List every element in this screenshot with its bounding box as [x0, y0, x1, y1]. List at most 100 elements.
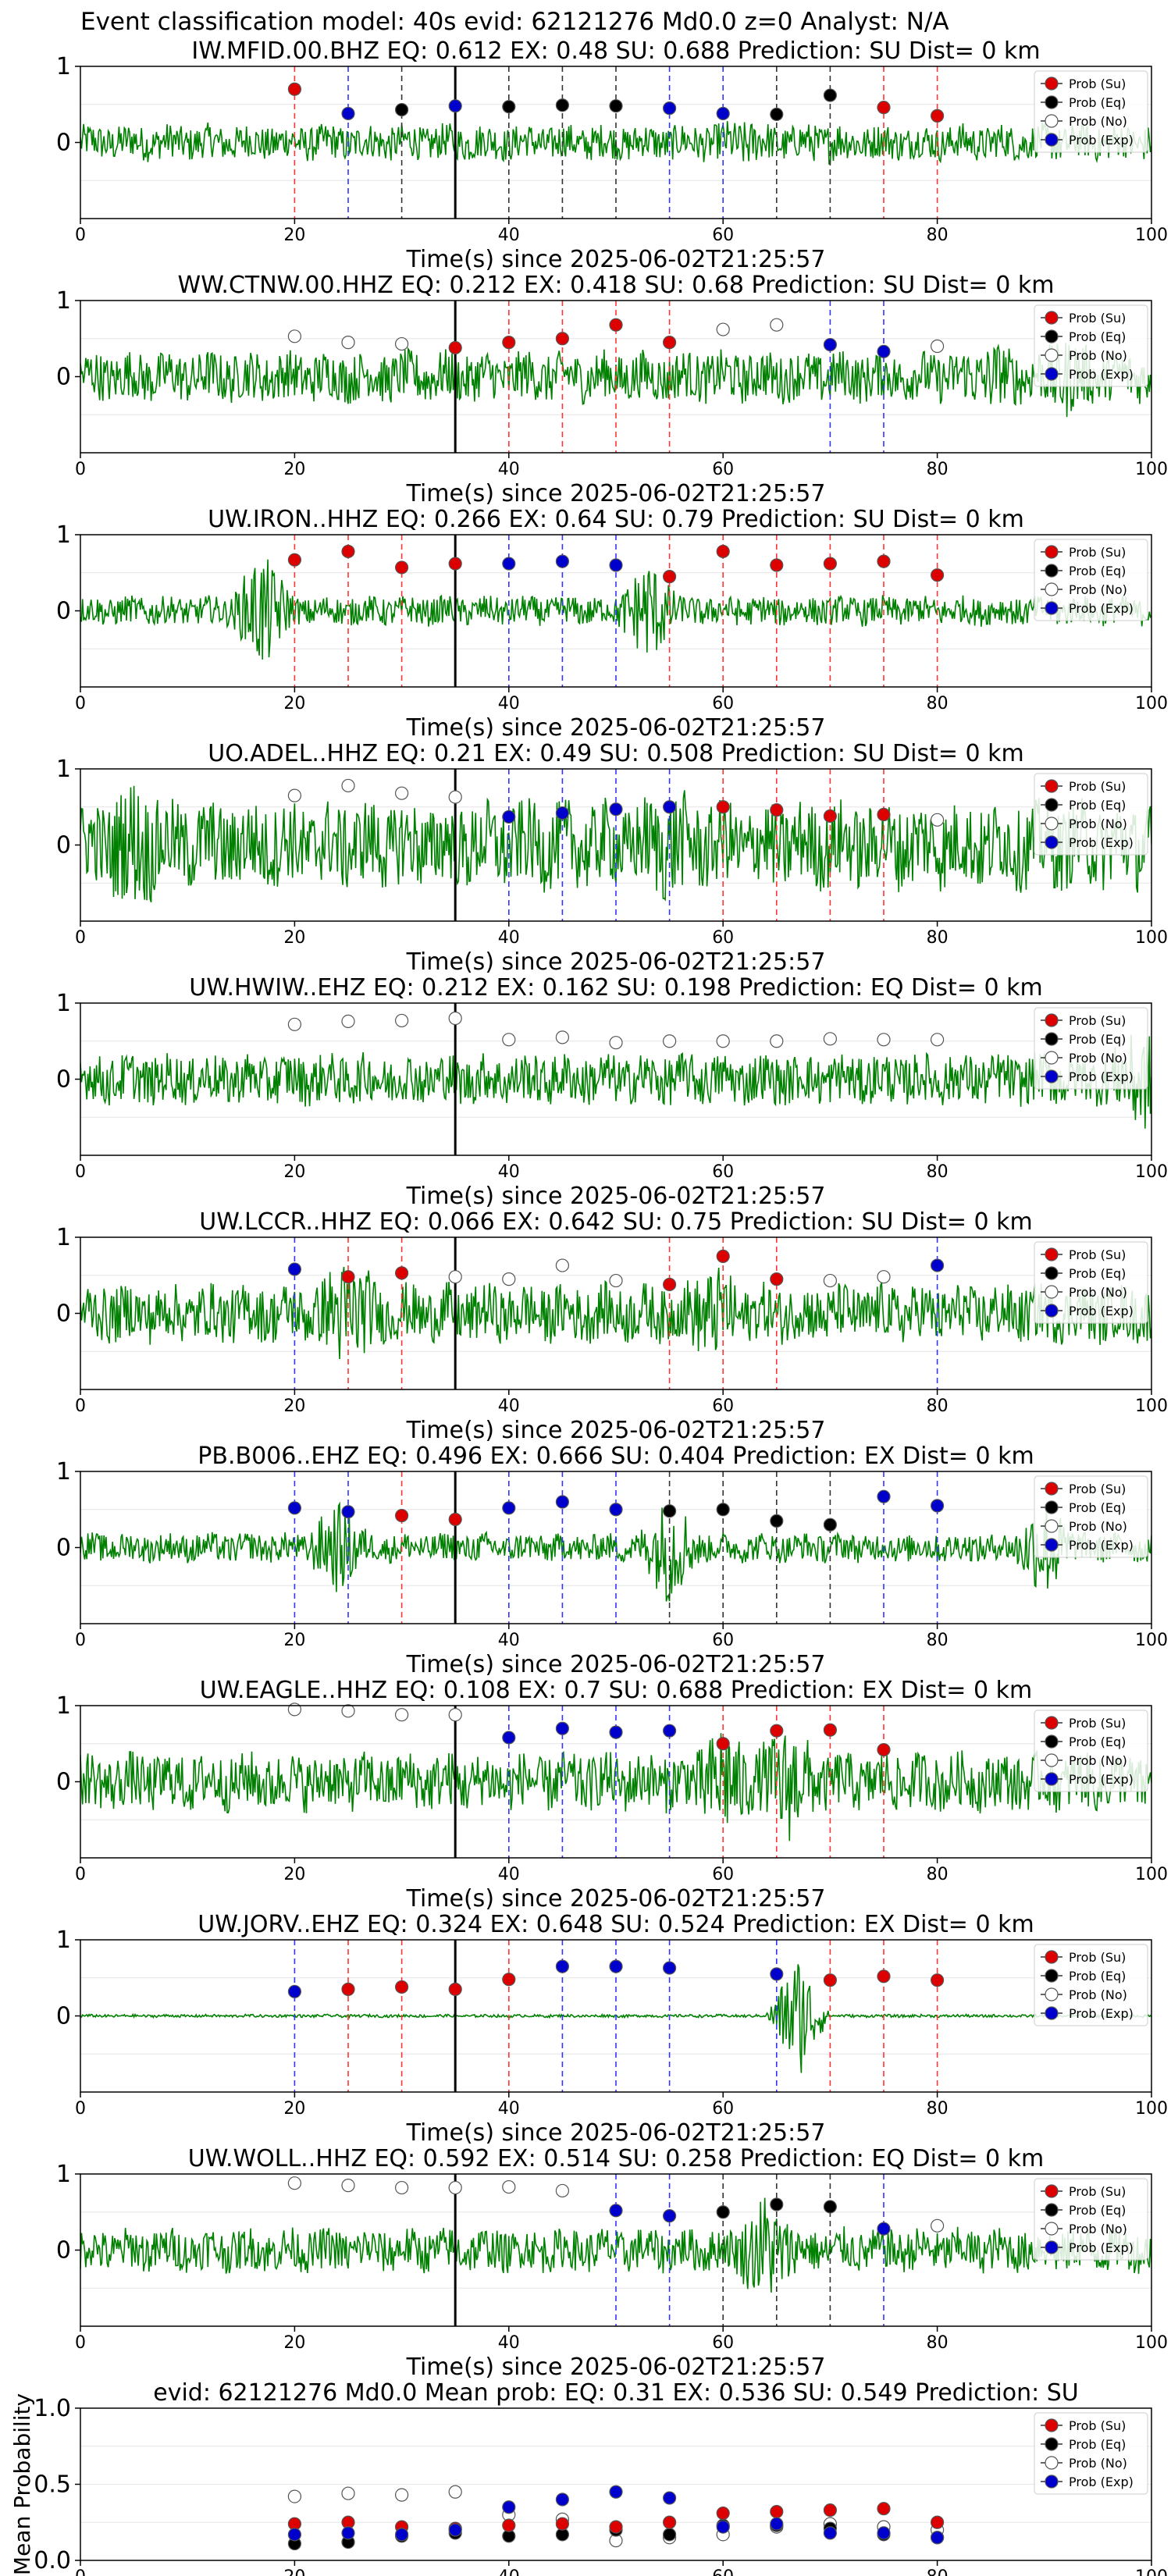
- legend-marker-eq: [1045, 1032, 1059, 1046]
- legend-marker-no: [1045, 817, 1059, 831]
- prob-point-exp: [662, 1961, 677, 1975]
- prob-point-exp: [930, 1499, 945, 1513]
- legend-box: [1034, 773, 1148, 856]
- prob-point-su: [394, 1508, 409, 1523]
- prob-point-no: [287, 1703, 301, 1717]
- prob-point-no: [555, 1258, 570, 1272]
- x-tick-label: 0: [75, 2099, 86, 2119]
- prob-point-no: [341, 1704, 355, 1718]
- prob-point-exp: [287, 1501, 301, 1515]
- x-tick-label: 40: [498, 1865, 520, 1884]
- legend-marker-su: [1045, 1247, 1059, 1261]
- prob-point-su: [823, 1973, 838, 1987]
- legend-label-su: Prob (Su): [1069, 1013, 1126, 1028]
- legend-label-eq: Prob (Eq): [1069, 1032, 1126, 1047]
- prob-point-no: [930, 2218, 945, 2233]
- legend-marker-exp: [1045, 133, 1059, 147]
- legend-marker-no: [1045, 1285, 1059, 1299]
- prob-point-exp: [609, 802, 623, 817]
- legend-label-exp: Prob (Exp): [1069, 835, 1134, 850]
- legend: Prob (Su) Prob (Eq) Prob (No) Prob (Exp): [1034, 1710, 1148, 1792]
- x-axis-label: Time(s) since 2025-06-02T21:25:57: [406, 948, 826, 976]
- prob-point-no: [770, 318, 784, 332]
- prob-point-no: [394, 1708, 409, 1722]
- y-tick-label: 0.0: [34, 2547, 71, 2574]
- prob-point-exp: [287, 1984, 301, 1998]
- prob-point-su: [877, 1969, 891, 1984]
- plot-frame: [80, 1236, 1152, 1390]
- prob-point-su: [877, 1742, 891, 1757]
- legend-box: [1034, 304, 1148, 387]
- legend-marker-exp: [1045, 1772, 1059, 1786]
- prob-point-no: [394, 1013, 409, 1028]
- prob-point-eq: [555, 98, 570, 112]
- prob-point-exp: [555, 1959, 570, 1973]
- x-tick-label: 100: [1135, 1162, 1168, 1182]
- legend-marker-eq: [1045, 1500, 1059, 1514]
- x-tick-label: 60: [712, 1162, 734, 1182]
- x-tick-label: 80: [927, 694, 949, 713]
- subplot-title: UW.HWIW..EHZ EQ: 0.212 EX: 0.162 SU: 0.1…: [189, 974, 1042, 1002]
- prob-point-no: [287, 329, 301, 343]
- legend-marker-exp: [1045, 835, 1059, 849]
- legend-label-exp: Prob (Exp): [1069, 1069, 1134, 1084]
- waveform-trace: [80, 1501, 1151, 1602]
- x-tick-label: 20: [283, 1631, 305, 1650]
- legend-marker-su: [1045, 2418, 1059, 2432]
- prob-point-no: [448, 1011, 462, 1026]
- mean-point-exp: [609, 2485, 623, 2499]
- y-tick-label: 1: [56, 53, 71, 80]
- prob-point-exp: [662, 1724, 677, 1738]
- prob-point-su: [770, 558, 784, 572]
- subplot-2: WW.CTNW.00.HHZ EQ: 0.212 EX: 0.418 SU: 0…: [56, 272, 1168, 507]
- prob-point-su: [502, 336, 516, 350]
- legend-marker-no: [1045, 348, 1059, 362]
- subplot-title: UW.IRON..HHZ EQ: 0.266 EX: 0.64 SU: 0.79…: [208, 506, 1024, 533]
- legend-label-exp: Prob (Exp): [1069, 2006, 1134, 2021]
- prob-point-no: [770, 1034, 784, 1048]
- mean-point-no: [341, 2486, 355, 2500]
- mean-point-su: [502, 2518, 516, 2532]
- prob-point-su: [341, 544, 355, 559]
- subplot-title: UW.EAGLE..HHZ EQ: 0.108 EX: 0.7 SU: 0.68…: [200, 1677, 1032, 1704]
- prob-point-eq: [823, 88, 838, 102]
- subplot-title: PB.B006..EHZ EQ: 0.496 EX: 0.666 SU: 0.4…: [198, 1443, 1034, 1470]
- mean-point-exp: [555, 2492, 570, 2507]
- prob-point-no: [502, 2179, 516, 2194]
- prob-point-su: [502, 1973, 516, 1987]
- prob-point-eq: [394, 102, 409, 117]
- x-axis-label: Time(s) since 2025-06-02T21:25:57: [406, 480, 826, 507]
- legend: Prob (Su) Prob (Eq) Prob (No) Prob (Exp): [1034, 773, 1148, 856]
- prob-point-exp: [609, 1503, 623, 1517]
- x-tick-label: 100: [1135, 2333, 1168, 2353]
- legend-label-su: Prob (Su): [1069, 1716, 1126, 1731]
- prob-point-su: [823, 809, 838, 824]
- x-tick-label: 60: [712, 1397, 734, 1416]
- legend-label-su: Prob (Su): [1069, 2418, 1126, 2433]
- mean-point-exp: [662, 2491, 677, 2505]
- x-tick-label: 60: [712, 226, 734, 245]
- subplot-title: evid: 62121276 Md0.0 Mean prob: EQ: 0.31…: [153, 2379, 1079, 2407]
- prob-point-su: [770, 1272, 784, 1286]
- x-tick-label: 100: [1135, 2099, 1168, 2119]
- y-tick-label: 1: [56, 1458, 71, 1485]
- legend: Prob (Su) Prob (Eq) Prob (No) Prob (Exp): [1034, 539, 1148, 621]
- prob-point-no: [502, 1033, 516, 1047]
- x-tick-label: 80: [927, 1631, 949, 1650]
- prob-point-no: [555, 2183, 570, 2198]
- legend-label-su: Prob (Su): [1069, 1482, 1126, 1496]
- x-axis-label: Time(s) since 2025-06-02T21:25:57: [406, 2354, 826, 2381]
- legend-label-no: Prob (No): [1069, 1285, 1127, 1300]
- x-tick-label: 20: [283, 1162, 305, 1182]
- prob-point-eq: [662, 1504, 677, 1518]
- legend-label-eq: Prob (Eq): [1069, 329, 1126, 344]
- legend: Prob (Su) Prob (Eq) Prob (No) Prob (Exp): [1034, 1007, 1148, 1090]
- legend-label-no: Prob (No): [1069, 1051, 1127, 1066]
- legend-box: [1034, 2178, 1148, 2261]
- x-tick-label: 100: [1135, 226, 1168, 245]
- legend-marker-su: [1045, 2184, 1059, 2198]
- prob-point-exp: [609, 2204, 623, 2218]
- legend-label-no: Prob (No): [1069, 1753, 1127, 1768]
- prob-point-eq: [609, 99, 623, 113]
- prob-point-su: [930, 568, 945, 582]
